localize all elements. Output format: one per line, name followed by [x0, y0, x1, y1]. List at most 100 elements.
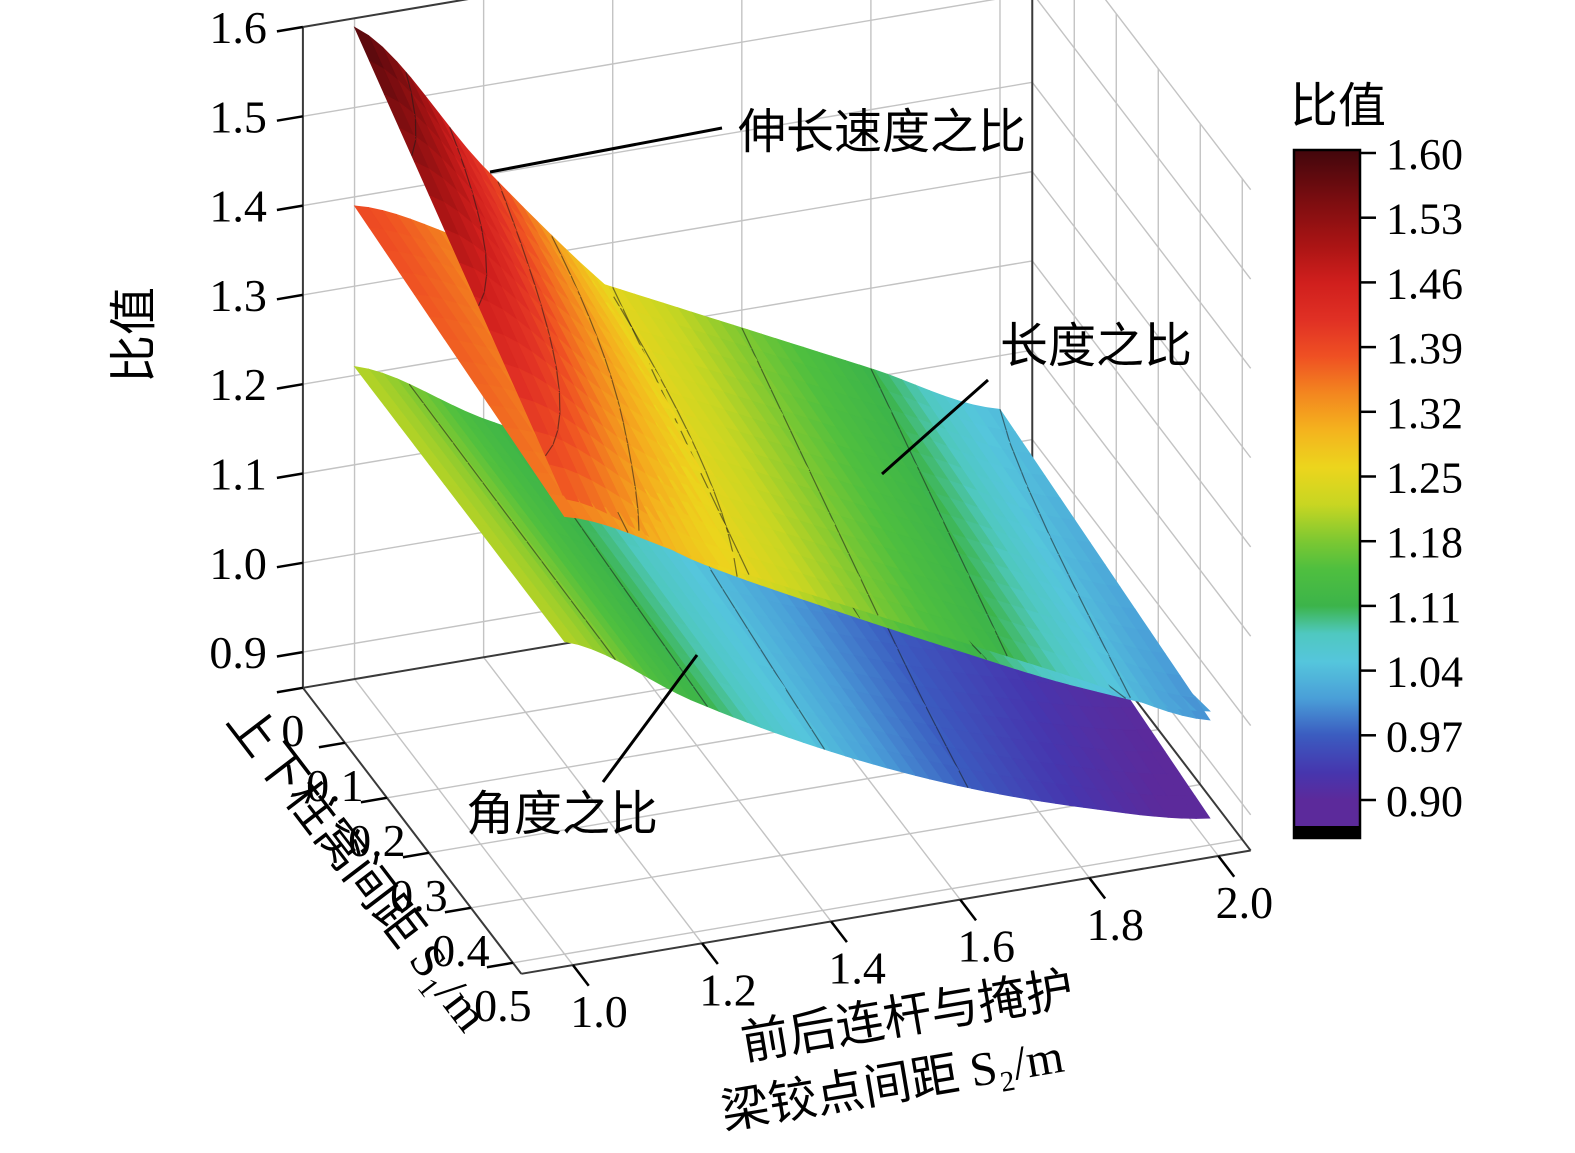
tick-mark [959, 898, 978, 922]
surface-contour-speed-ratio [660, 379, 667, 390]
surface-contour-speed-ratio [627, 443, 633, 466]
annotation-length-leader-line [881, 378, 989, 476]
tick-label: 1.0 [570, 986, 628, 1037]
surface-contour-length-ratio [612, 286, 623, 308]
surface-contour-length-ratio [1078, 595, 1090, 617]
surface-contour-angle-ratio [482, 482, 498, 503]
grid-line [302, 0, 469, 28]
grid-line [1104, 0, 1252, 191]
colorbar-tick-label: 1.60 [1386, 130, 1463, 179]
surface-contour-length-ratio [1108, 656, 1121, 678]
surface-contour-speed-ratio [637, 508, 639, 516]
surface-contour-length-ratio [738, 553, 750, 575]
surface-contour-angle-ratio [925, 706, 937, 727]
surface-contour-angle-ratio [915, 685, 927, 707]
surface-contour-angle-ratio [958, 770, 969, 788]
surface-contour-angle-ratio [555, 580, 572, 602]
surface-contour-speed-ratio [619, 408, 624, 423]
surface-contour-speed-ratio [733, 557, 738, 577]
surface-contour-length-ratio [919, 470, 930, 493]
grid-line [1031, 81, 1252, 369]
z-axis-title-text: 比值 [108, 287, 161, 383]
surface-angle-ratio [548, 621, 580, 646]
surface-contour-speed-ratio [727, 533, 735, 556]
surface-contour-speed-ratio [529, 268, 536, 287]
surface-contour-speed-ratio [449, 126, 459, 149]
annotation-angle-leader-line [601, 654, 699, 783]
annotation-length-label: 长度之比 [1000, 320, 1192, 373]
surface-contour-speed-ratio [588, 317, 598, 338]
surface-contour-angle-ratio [679, 666, 694, 688]
surface-contour-angle-ratio [904, 664, 917, 686]
tick-label: 1.0 [209, 538, 267, 589]
colorbar-bottom-band [1294, 826, 1360, 838]
tick-mark [360, 796, 388, 804]
surface-contour-speed-ratio [472, 194, 479, 212]
surface-contour-speed-ratio [552, 349, 557, 366]
surface-contour-angle-ratio [722, 588, 736, 610]
surface-contour-speed-ratio [481, 232, 487, 253]
surface-contour-angle-ratio [609, 567, 625, 589]
tick-mark [486, 961, 514, 969]
surface-contour-speed-ratio [554, 430, 559, 439]
colorbar-gradient [1292, 148, 1362, 840]
surface-contour-speed-ratio [478, 299, 483, 307]
surface-contour-angle-ratio [651, 627, 667, 648]
tick-mark [701, 942, 719, 965]
surface-contour-angle-ratio [541, 560, 557, 582]
surface-contour-angle-ratio [935, 726, 948, 748]
surface-contour-length-ratio [1021, 471, 1028, 487]
tick-label: 2.0 [1216, 877, 1274, 928]
tick-label: 1.6 [209, 2, 267, 53]
surface-contour-length-ratio [1088, 615, 1100, 637]
annotation-length-ratio: 长度之比 [881, 320, 1192, 476]
surface-contour-length-ratio [1119, 677, 1131, 698]
tick-mark [276, 472, 304, 480]
grid-line [302, 687, 523, 975]
surface-contour-length-ratio [1068, 574, 1079, 595]
surface-contour-length-ratio [709, 492, 721, 514]
surface-contour-speed-ratio [579, 296, 590, 318]
surface-contour-length-ratio [917, 466, 921, 472]
surface-contour-length-ratio [756, 360, 762, 370]
surface-contour-speed-ratio [691, 441, 698, 451]
tick-label: 1.5 [209, 91, 267, 142]
tick-label: 0.9 [209, 627, 267, 678]
colorbar-tick-label: 1.32 [1386, 389, 1463, 438]
annotation-angle-ratio: 角度之比 [466, 654, 699, 841]
surface-contour-angle-ratio [570, 600, 587, 621]
colorbar-tick-label: 1.25 [1386, 454, 1463, 503]
surface-contour-length-ratio [848, 553, 860, 575]
surface-contour-speed-ratio [480, 292, 485, 300]
surface-contour-speed-ratio [665, 388, 678, 410]
surface-contour-speed-ratio [552, 437, 556, 446]
tick-mark [276, 115, 304, 122]
surface-contour-speed-ratio [613, 296, 621, 309]
colorbar-ticks: 1.60 1.53 1.46 1.39 1.32 1.25 1.18 1.11 1.04 0.97… [1360, 130, 1463, 826]
grid-line [612, 635, 832, 922]
grid-line [1036, 0, 1252, 280]
surface-contour-angle-ratio [710, 569, 724, 590]
tick-mark [1217, 855, 1236, 878]
tick-mark [276, 204, 304, 212]
colorbar-tick-label: 1.11 [1386, 583, 1461, 632]
surface-contour-speed-ratio [541, 307, 549, 329]
surface-contour-length-ratio [1005, 430, 1011, 444]
tick-label: 1.3 [209, 270, 267, 321]
surface-contour-length-ratio [760, 368, 772, 390]
tick-label: 1.4 [828, 942, 886, 993]
surface-contour-length-ratio [957, 553, 969, 575]
tick-label: 1.4 [209, 181, 267, 232]
tick-mark [276, 293, 304, 301]
grid-line [1031, 260, 1252, 548]
surface-contour-length-ratio [909, 450, 919, 468]
colorbar-tick-label: 1.39 [1386, 324, 1463, 373]
surface-contour-speed-ratio [609, 375, 613, 381]
tick-label: 1.6 [957, 921, 1015, 972]
surface-contour-length-ratio [968, 576, 979, 595]
y-axis-title-text: 上下柱窝间距 S₁/m [217, 696, 498, 1041]
surface-contour-speed-ratio [544, 444, 554, 457]
surface-contour-length-ratio [622, 308, 633, 329]
surface-contour-length-ratio [1029, 492, 1041, 514]
